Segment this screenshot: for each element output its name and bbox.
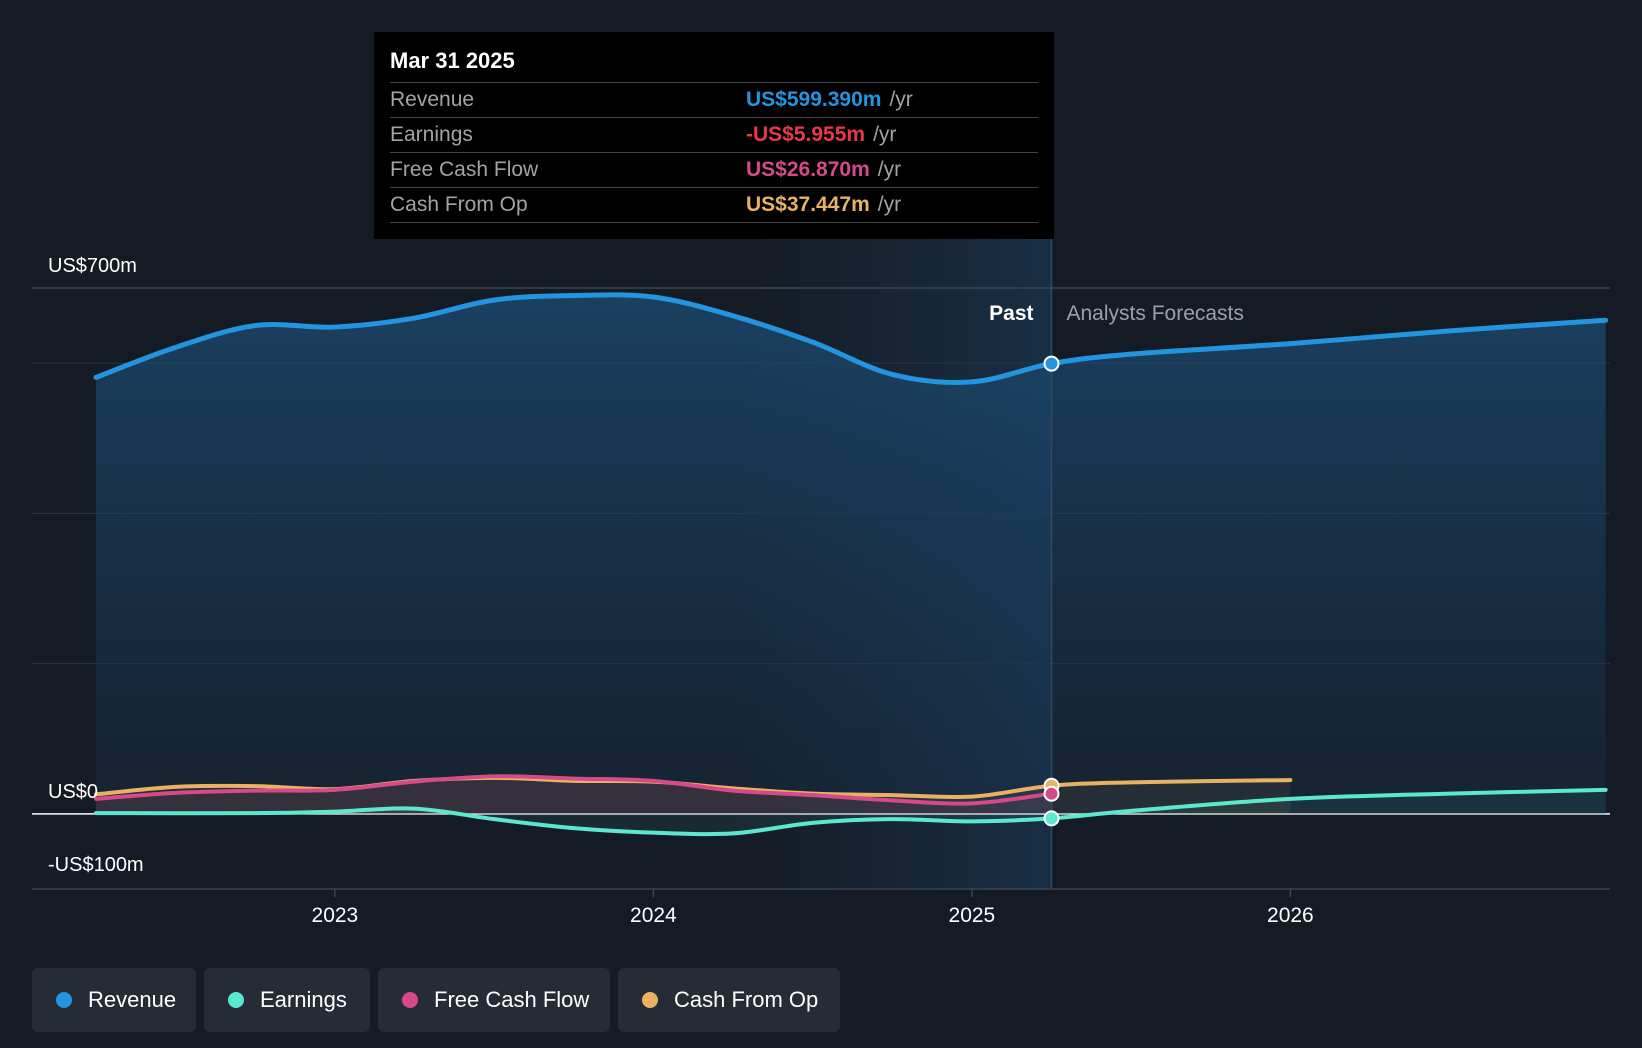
legend-label: Earnings [260, 987, 347, 1012]
tooltip-value: US$37.447m [746, 193, 870, 216]
revenue-area [96, 294, 1606, 814]
past-label: Past [989, 302, 1033, 325]
analysts-forecasts-label: Analysts Forecasts [1067, 302, 1244, 325]
y-tick-label: US$0 [48, 781, 98, 803]
cash-from-op-area [96, 777, 1291, 814]
free-cash-flow-line [94, 774, 1054, 806]
y-tick-label: -US$100m [48, 854, 144, 876]
tooltip-value: -US$5.955m [746, 123, 866, 146]
legend-dot-icon [642, 992, 658, 1008]
tooltip-row-free-cash-flow: Free Cash Flow US$26.870m /yr [390, 153, 1038, 188]
tooltip-label: Cash From Op [390, 193, 528, 216]
revenue-line [93, 292, 1609, 385]
tooltip-unit: /yr [889, 88, 913, 111]
legend-item-revenue[interactable]: Revenue [32, 968, 196, 1032]
x-tick-label: 2025 [949, 904, 996, 927]
legend-item-cash-from-op[interactable]: Cash From Op [618, 968, 840, 1032]
x-tick-label: 2026 [1267, 904, 1314, 927]
x-tick-label: 2023 [312, 904, 359, 927]
legend-label: Free Cash Flow [434, 987, 590, 1012]
legend-dot-icon [56, 992, 72, 1008]
tooltip-unit: /yr [873, 123, 897, 146]
y-tick-label: US$700m [48, 255, 137, 277]
legend-item-free-cash-flow[interactable]: Free Cash Flow [378, 968, 610, 1032]
legend-dot-icon [228, 992, 244, 1008]
tooltip-value: US$599.390m [746, 88, 882, 111]
free-cash-flow-area [96, 776, 1052, 814]
earnings-marker [1043, 810, 1060, 827]
tooltip-row-cash-from-op: Cash From Op US$37.447m /yr [390, 188, 1038, 223]
tooltip-label: Revenue [390, 88, 475, 111]
free-cash-flow-marker [1043, 785, 1060, 802]
tooltip: Mar 31 2025 Revenue US$599.390m /yr Earn… [374, 32, 1054, 239]
legend-label: Revenue [88, 987, 177, 1012]
tooltip-date: Mar 31 2025 [390, 46, 1038, 83]
x-tick-label: 2024 [630, 904, 677, 927]
tooltip-row-revenue: Revenue US$599.390m /yr [390, 83, 1038, 118]
tooltip-unit: /yr [877, 193, 902, 216]
legend-item-earnings[interactable]: Earnings [204, 968, 370, 1032]
tooltip-label: Free Cash Flow [390, 158, 539, 181]
tooltip-value: US$26.870m [746, 158, 870, 181]
earnings-line [94, 787, 1608, 837]
revenue-marker [1043, 355, 1060, 372]
legend-dot-icon [402, 992, 418, 1008]
tooltip-row-earnings: Earnings -US$5.955m /yr [390, 118, 1038, 153]
tooltip-label: Earnings [390, 123, 473, 146]
legend-label: Cash From Op [674, 987, 819, 1012]
tooltip-unit: /yr [877, 158, 902, 181]
